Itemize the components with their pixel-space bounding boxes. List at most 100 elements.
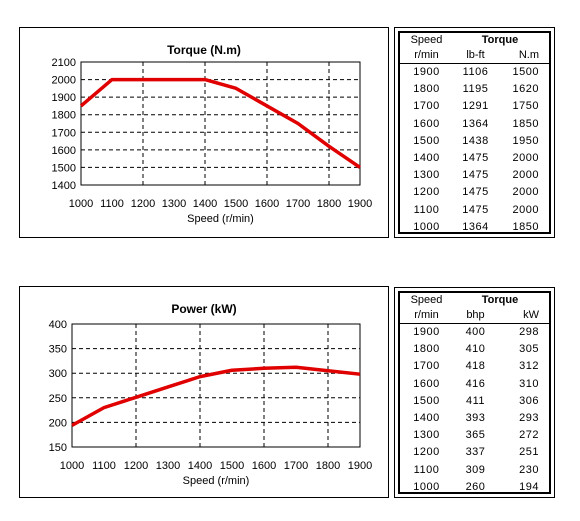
x-tick-label: 1600 xyxy=(255,198,279,210)
table-cell: 1200 xyxy=(413,186,440,199)
y-tick-label: 2100 xyxy=(52,57,76,69)
table-cell: 310 xyxy=(519,377,539,390)
table-cell: 400 xyxy=(465,326,486,338)
table-row: 1800 410 305 xyxy=(400,341,549,358)
power-chart: Power (kW) 150 200 250 300 350 400 1000 1100 120… xyxy=(19,286,389,498)
table-cell: 272 xyxy=(519,429,539,442)
series-line xyxy=(79,77,361,169)
speed-unit: r/min xyxy=(400,308,451,324)
table-row: 1600 416 310 xyxy=(400,376,549,393)
x-tick-label: 1100 xyxy=(100,198,124,210)
speed-header: Speed xyxy=(410,294,443,306)
series-line xyxy=(71,365,361,427)
y-tick-label: 400 xyxy=(49,319,67,331)
table-cell: 1800 xyxy=(413,83,440,96)
torque-chart: Torque (N.m) 1400 1500 1600 1700 1800 1900 200… xyxy=(19,27,389,238)
table-cell: 2000 xyxy=(512,186,539,199)
table-row: 1600 1364 1850 xyxy=(400,116,549,133)
torque-table: Speed Torque r/min lb-ft N.m 1900 1106 150… xyxy=(394,27,555,238)
table-cell: 2000 xyxy=(512,152,539,165)
table-cell: 2000 xyxy=(512,203,539,216)
x-tick-label: 1400 xyxy=(188,460,212,472)
x-tick-label: 1200 xyxy=(131,198,155,210)
x-tick-label: 1800 xyxy=(316,460,340,472)
power-chart-title: Power (kW) xyxy=(171,302,237,316)
table-cell: 1950 xyxy=(512,134,539,147)
y-tick-label: 1500 xyxy=(52,162,76,174)
table-cell: 337 xyxy=(465,446,486,459)
table-cell: 1475 xyxy=(462,169,489,182)
table-cell: 1475 xyxy=(462,152,489,165)
y-tick-label: 250 xyxy=(49,393,67,405)
x-axis-label: Speed (r/min) xyxy=(183,475,250,487)
x-axis-label: Speed (r/min) xyxy=(187,213,254,225)
table-cell: 1300 xyxy=(413,429,440,442)
table-row: 1400 393 293 xyxy=(400,410,549,427)
power-chart-svg: 150 200 250 300 350 400 1000 1100 1200 1300 1400 15… xyxy=(49,319,373,487)
table-cell: 411 xyxy=(465,394,486,407)
power-table: Speed Torque r/min bhp kW 1900 400 298 1800… xyxy=(394,287,555,498)
table-row: 1400 1475 2000 xyxy=(400,150,549,167)
x-tick-label: 1900 xyxy=(348,198,372,210)
x-tick-label: 1300 xyxy=(162,198,186,210)
table-cell: 1500 xyxy=(413,394,440,407)
table-cell: 1900 xyxy=(413,326,440,338)
y-tick-label: 300 xyxy=(49,368,67,380)
x-tick-label: 1600 xyxy=(252,460,276,472)
table-cell: 1700 xyxy=(413,360,440,373)
table-cell: 1100 xyxy=(413,463,440,476)
table-cell: 1100 xyxy=(413,203,440,216)
plot-area xyxy=(80,61,361,186)
x-tick-label: 1000 xyxy=(60,460,84,472)
y-tick-label: 2000 xyxy=(52,75,76,87)
table-cell: 309 xyxy=(465,463,486,476)
x-tick-label: 1700 xyxy=(286,198,310,210)
x-tick-label: 1800 xyxy=(317,198,341,210)
y-tick-label: 150 xyxy=(49,442,67,454)
unit-lbft: lb-ft xyxy=(451,48,500,64)
table-cell: 1500 xyxy=(512,66,539,78)
table-cell: 1800 xyxy=(413,343,440,356)
power-group-header: Torque xyxy=(481,294,519,306)
table-cell: 194 xyxy=(519,480,539,493)
table-row: 1000 1364 1850 xyxy=(400,219,549,236)
x-tick-label: 1700 xyxy=(284,460,308,472)
table-cell: 1600 xyxy=(413,377,440,390)
table-cell: 230 xyxy=(519,463,539,476)
table-row: 1100 309 230 xyxy=(400,462,549,479)
table-cell: 1500 xyxy=(413,134,440,147)
table-row: 1700 1291 1750 xyxy=(400,98,549,115)
y-tick-label: 1800 xyxy=(52,110,76,122)
y-tick-label: 1600 xyxy=(52,145,76,157)
table-cell: 393 xyxy=(465,412,486,425)
table-row: 1200 337 251 xyxy=(400,444,549,461)
table-cell: 1850 xyxy=(512,220,539,233)
table-cell: 305 xyxy=(519,343,539,356)
table-cell: 293 xyxy=(519,412,539,425)
table-cell: 365 xyxy=(465,429,486,442)
plot-area xyxy=(71,323,361,448)
table-row: 1300 1475 2000 xyxy=(400,167,549,184)
table-cell: 1620 xyxy=(512,83,539,96)
table-cell: 1000 xyxy=(413,220,440,233)
speed-unit: r/min xyxy=(400,48,451,64)
torque-group-header: Torque xyxy=(481,34,519,46)
speed-header: Speed xyxy=(410,34,443,46)
table-cell: 1291 xyxy=(462,100,489,113)
table-cell: 1300 xyxy=(413,169,440,182)
table-cell: 1364 xyxy=(462,117,489,130)
table-cell: 1750 xyxy=(512,100,539,113)
table-cell: 1400 xyxy=(413,152,440,165)
table-cell: 1475 xyxy=(462,186,489,199)
table-cell: 1438 xyxy=(462,134,489,147)
x-tick-label: 1100 xyxy=(92,460,116,472)
table-cell: 1364 xyxy=(462,220,489,233)
x-tick-label: 1300 xyxy=(156,460,180,472)
table-row: 1100 1475 2000 xyxy=(400,202,549,219)
table-cell: 1900 xyxy=(413,66,440,78)
table-cell: 1600 xyxy=(413,117,440,130)
table-cell: 1000 xyxy=(413,480,440,493)
x-tick-label: 1200 xyxy=(124,460,148,472)
table-cell: 312 xyxy=(519,360,539,373)
unit-nm: N.m xyxy=(500,48,549,64)
